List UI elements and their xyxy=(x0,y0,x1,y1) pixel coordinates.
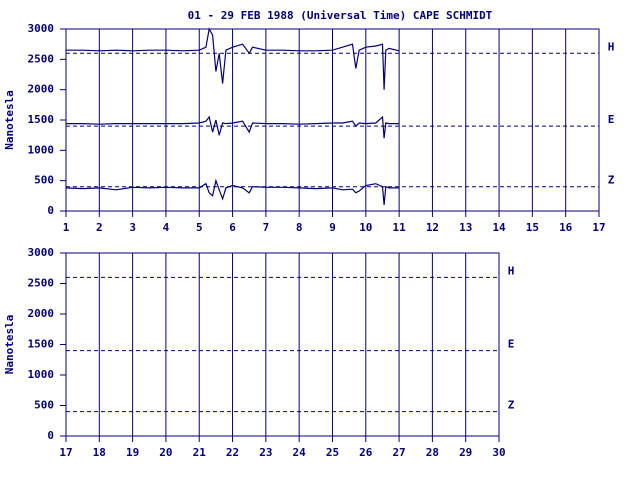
x-tick-label: 16 xyxy=(559,221,573,234)
x-tick-label: 26 xyxy=(359,446,373,459)
y-tick-label: 1000 xyxy=(28,143,55,156)
reference-label: H xyxy=(508,264,515,277)
y-tick-label: 500 xyxy=(34,174,54,187)
reference-label: H xyxy=(608,40,615,53)
y-tick-label: 2000 xyxy=(28,83,55,96)
x-tick-label: 11 xyxy=(393,221,407,234)
x-tick-label: 29 xyxy=(459,446,472,459)
reference-label: E xyxy=(508,338,515,351)
y-axis-label: Nanotesla xyxy=(3,315,16,375)
reference-label: E xyxy=(608,113,615,126)
x-tick-label: 22 xyxy=(226,446,239,459)
x-tick-label: 5 xyxy=(196,221,203,234)
x-tick-label: 17 xyxy=(59,446,72,459)
x-tick-label: 19 xyxy=(126,446,139,459)
x-tick-label: 30 xyxy=(492,446,505,459)
y-tick-label: 3000 xyxy=(28,246,55,259)
x-tick-label: 3 xyxy=(129,221,136,234)
x-tick-label: 27 xyxy=(392,446,405,459)
x-tick-label: 13 xyxy=(459,221,472,234)
x-tick-label: 8 xyxy=(296,221,303,234)
reference-label: Z xyxy=(508,399,515,412)
series-line xyxy=(66,115,400,139)
x-tick-label: 15 xyxy=(526,221,539,234)
y-tick-label: 1500 xyxy=(28,113,55,126)
y-tick-label: 2500 xyxy=(28,277,55,290)
x-tick-label: 7 xyxy=(263,221,270,234)
y-axis-label: Nanotesla xyxy=(3,90,16,150)
x-tick-label: 1 xyxy=(63,221,70,234)
y-tick-label: 3000 xyxy=(28,22,55,35)
x-tick-label: 2 xyxy=(96,221,103,234)
x-tick-label: 4 xyxy=(163,221,170,234)
x-tick-label: 14 xyxy=(492,221,506,234)
y-tick-label: 2000 xyxy=(28,307,55,320)
x-tick-label: 9 xyxy=(329,221,336,234)
x-tick-label: 12 xyxy=(426,221,439,234)
x-tick-label: 20 xyxy=(159,446,172,459)
y-tick-label: 2500 xyxy=(28,52,55,65)
x-tick-label: 17 xyxy=(592,221,605,234)
x-tick-label: 10 xyxy=(359,221,372,234)
y-tick-label: 500 xyxy=(34,399,54,412)
y-tick-label: 1000 xyxy=(28,368,55,381)
y-tick-label: 0 xyxy=(47,204,54,217)
y-tick-label: 1500 xyxy=(28,338,55,351)
x-tick-label: 23 xyxy=(259,446,272,459)
x-tick-label: 18 xyxy=(93,446,106,459)
y-tick-label: 0 xyxy=(47,429,54,442)
series-line xyxy=(66,27,400,90)
x-tick-label: 24 xyxy=(293,446,307,459)
x-tick-label: 6 xyxy=(229,221,236,234)
series-line xyxy=(65,178,400,205)
chart-title: 01 - 29 FEB 1988 (Universal Time) CAPE S… xyxy=(188,9,493,22)
x-tick-label: 28 xyxy=(426,446,439,459)
x-tick-label: 21 xyxy=(193,446,207,459)
x-tick-label: 25 xyxy=(326,446,339,459)
reference-label: Z xyxy=(608,174,615,187)
